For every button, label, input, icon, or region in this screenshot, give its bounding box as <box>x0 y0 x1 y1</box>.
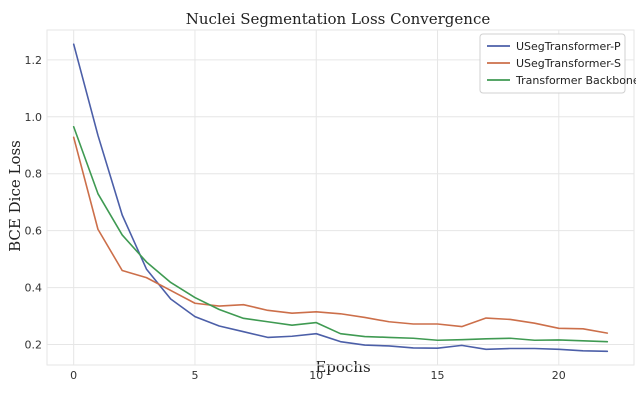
series-line-3 <box>72 125 609 343</box>
y-tick-label: 0.2 <box>25 339 43 352</box>
legend-label-1: USegTransformer-P <box>516 40 621 53</box>
chart-title: Nuclei Segmentation Loss Convergence <box>186 10 491 28</box>
plot-area-frame <box>46 29 635 366</box>
series-line-2 <box>72 136 609 334</box>
series-lines <box>72 43 609 353</box>
x-tick-label: 0 <box>70 369 77 382</box>
x-tick-label: 10 <box>309 369 323 382</box>
legend: USegTransformer-P USegTransformer-S Transf… <box>479 33 636 94</box>
y-tick-label: 0.4 <box>25 282 43 295</box>
tick-labels: 0 5 10 15 20 0.2 0.4 0.6 0.8 1.0 1.2 <box>25 54 566 382</box>
x-axis-title: Epochs <box>315 358 370 376</box>
legend-box <box>479 33 626 94</box>
y-tick-label: 0.6 <box>25 225 43 238</box>
x-tick-label: 5 <box>191 369 198 382</box>
y-tick-label: 1.0 <box>25 111 43 124</box>
legend-label-3: Transformer Backbone <box>515 74 636 87</box>
y-axis-title: BCE Dice Loss <box>6 140 24 252</box>
x-tick-label: 15 <box>431 369 445 382</box>
x-tick-label: 20 <box>552 369 566 382</box>
y-tick-label: 0.8 <box>25 168 43 181</box>
legend-label-2: USegTransformer-S <box>516 57 621 70</box>
series-line-1 <box>72 43 609 353</box>
y-tick-label: 1.2 <box>25 54 43 67</box>
